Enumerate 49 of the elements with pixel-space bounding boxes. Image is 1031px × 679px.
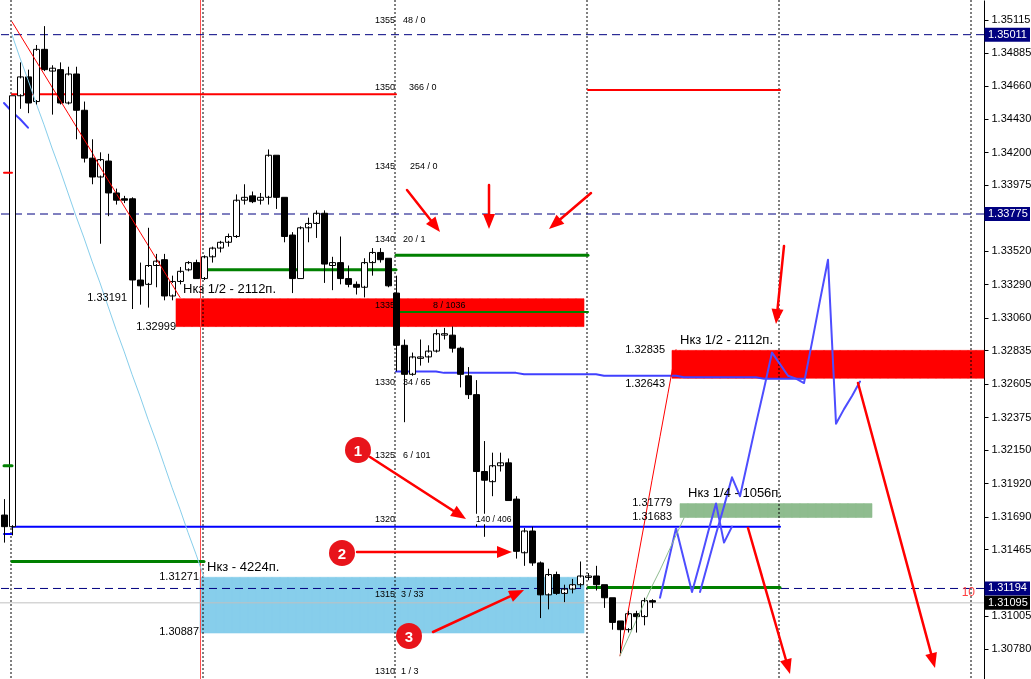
y-tick-label: 1.34660: [991, 79, 1031, 92]
annotation: 20 / 1: [403, 234, 426, 244]
annotation: 1.31271: [159, 570, 199, 582]
annotation: 140 / 406: [476, 514, 512, 524]
annotation: 1.30887: [159, 625, 199, 637]
annotation: Нкз 1/2 - 2112п.: [680, 332, 774, 347]
annotation: 1.33191: [87, 291, 127, 303]
y-tick-label: 1.31465: [991, 542, 1031, 555]
annotation: 366 / 0: [409, 82, 437, 92]
ref-line-label: 1.31095: [988, 595, 1028, 608]
annotation: 1340: [374, 234, 395, 244]
annotation: 1: [353, 441, 363, 459]
y-tick-label: 1.32375: [991, 410, 1031, 423]
y-tick-label: 1.33060: [991, 311, 1031, 324]
y-tick-label: 1.31920: [991, 476, 1031, 489]
y-tick-label: 1.31005: [991, 609, 1031, 622]
annotation: 1330: [374, 377, 395, 387]
annotation: 1350: [374, 82, 395, 92]
annotation: 1345: [374, 161, 395, 171]
annotation: 1355: [374, 15, 395, 25]
y-tick-label: 1.35115: [991, 13, 1031, 26]
y-tick-label: 1.34200: [991, 145, 1031, 158]
annotation: 2: [337, 544, 347, 562]
y-tick-label: 1.33975: [991, 178, 1031, 191]
annotation: 1.32643: [625, 377, 665, 389]
annotation: 1.32835: [625, 343, 665, 355]
y-tick-label: 1.31690: [991, 510, 1031, 522]
y-tick-label: 1.34430: [991, 112, 1031, 125]
ref-line-label: 1.35011: [988, 27, 1027, 40]
annotation: 48 / 0: [403, 15, 426, 25]
annotation: 1.31779: [632, 496, 672, 508]
annotation: 6 / 101: [403, 450, 431, 460]
y-tick-label: 1.32150: [991, 443, 1031, 456]
ref-line-label: 1.33775: [988, 207, 1028, 219]
annotation: 1310: [374, 666, 395, 676]
annotation: 1.32999: [136, 320, 176, 332]
y-tick-label: 1.34885: [991, 46, 1031, 59]
y-tick-label: 1.33520: [991, 244, 1031, 257]
annotation: 1 / 3: [401, 666, 419, 676]
annotation: 1325: [374, 450, 395, 460]
y-tick-label: 1.32605: [991, 377, 1031, 390]
ref-line-label: 1.31194: [988, 581, 1027, 594]
y-tick-label: 1.30780: [991, 642, 1031, 655]
annotation: Нкз - 4224п.: [207, 559, 280, 574]
annotation: 10: [961, 585, 976, 599]
y-tick-label: 1.32835: [991, 343, 1031, 356]
y-tick-label: 1.33290: [991, 277, 1031, 290]
annotation: 1320: [374, 514, 395, 524]
annotation: 254 / 0: [410, 161, 438, 171]
